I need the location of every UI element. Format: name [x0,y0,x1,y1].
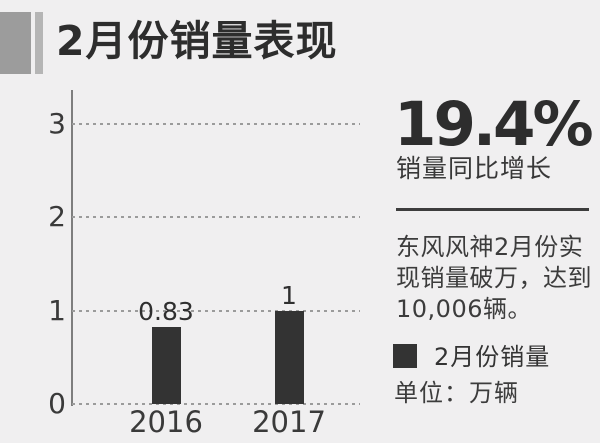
y-tick-label-3: 3 [48,107,66,141]
header-accent-square [0,12,31,74]
bar-value-2016: 0.83 [138,296,194,326]
growth-label: 销量同比增长 [396,154,553,183]
bar-2016 [151,326,181,404]
page-title: 2月份销量表现 [56,17,338,65]
bar-2017 [274,310,304,404]
y-tick-label-1: 1 [48,293,66,327]
gridline-2 [72,216,360,219]
x-tick-label-2016: 2016 [129,405,203,439]
y-tick-label-2: 2 [48,200,66,234]
legend-swatch [393,344,417,368]
divider-line [396,208,589,211]
legend-label: 2月份销量 [434,343,551,371]
gridline-0 [72,403,360,405]
bar-value-2017: 1 [281,280,297,310]
y-axis-line [71,90,73,406]
x-tick-label-2017: 2017 [252,405,326,439]
description-text: 东风风神2月份实现销量破万，达到10,006辆。 [396,233,592,323]
growth-percentage: 19.4% [394,89,594,160]
header-accent-strip [35,12,43,74]
y-tick-label-0: 0 [48,387,66,420]
gridline-1 [72,309,360,312]
gridline-3 [72,123,360,126]
unit-note: 单位：万辆 [394,379,519,407]
